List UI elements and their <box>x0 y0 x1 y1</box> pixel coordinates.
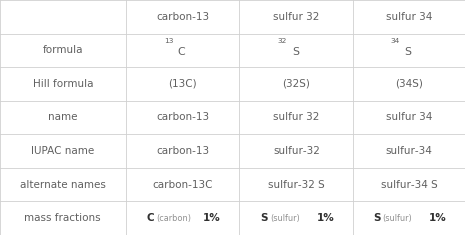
Text: (sulfur): (sulfur) <box>383 214 412 223</box>
Text: carbon‑13: carbon‑13 <box>156 146 209 156</box>
Text: 1%: 1% <box>429 213 447 223</box>
Text: (13C): (13C) <box>168 79 197 89</box>
Text: sulfur‑34 S: sulfur‑34 S <box>381 180 438 190</box>
Text: carbon-13: carbon-13 <box>156 12 209 22</box>
Text: sulfur 32: sulfur 32 <box>273 12 319 22</box>
Text: (32S): (32S) <box>283 79 310 89</box>
Text: sulfur‑34: sulfur‑34 <box>386 146 432 156</box>
Text: sulfur 34: sulfur 34 <box>386 113 432 122</box>
Text: IUPAC name: IUPAC name <box>31 146 94 156</box>
Text: 1%: 1% <box>317 213 334 223</box>
Text: C: C <box>147 213 154 223</box>
Text: mass fractions: mass fractions <box>25 213 101 223</box>
Text: (sulfur): (sulfur) <box>270 214 299 223</box>
Text: 34: 34 <box>391 39 400 44</box>
Text: alternate names: alternate names <box>20 180 106 190</box>
Text: (34S): (34S) <box>395 79 423 89</box>
Text: S: S <box>292 47 299 57</box>
Text: carbon‑13: carbon‑13 <box>156 113 209 122</box>
Text: C: C <box>178 47 186 57</box>
Text: S: S <box>405 47 412 57</box>
Text: carbon‑13C: carbon‑13C <box>152 180 213 190</box>
Text: (carbon): (carbon) <box>156 214 191 223</box>
Text: 1%: 1% <box>203 213 220 223</box>
Text: sulfur 34: sulfur 34 <box>386 12 432 22</box>
Text: 32: 32 <box>278 39 287 44</box>
Text: sulfur 32: sulfur 32 <box>273 113 319 122</box>
Text: 13: 13 <box>164 39 173 44</box>
Text: S: S <box>373 213 381 223</box>
Text: name: name <box>48 113 78 122</box>
Text: Hill formula: Hill formula <box>33 79 93 89</box>
Text: formula: formula <box>42 45 83 55</box>
Text: sulfur‑32: sulfur‑32 <box>273 146 320 156</box>
Text: S: S <box>261 213 268 223</box>
Text: sulfur‑32 S: sulfur‑32 S <box>268 180 325 190</box>
